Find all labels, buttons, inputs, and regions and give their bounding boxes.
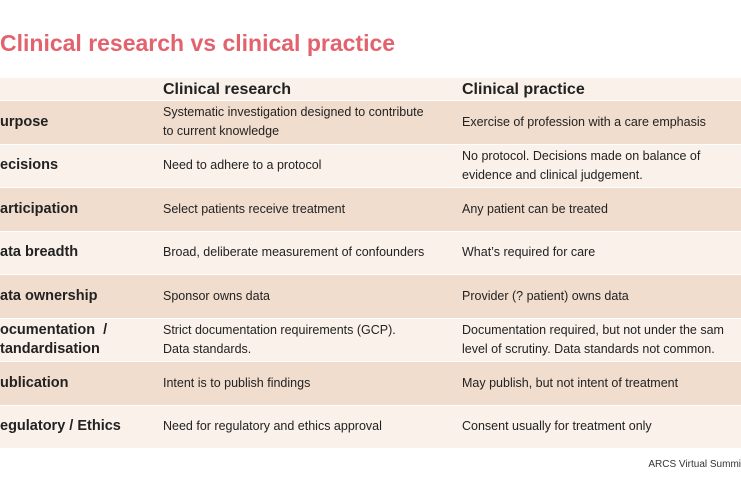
- cell-text: What’s required for care: [462, 245, 596, 260]
- cell-text: Broad, deliberate measurement of confoun…: [163, 245, 425, 260]
- row-label: ata breadth: [0, 244, 79, 261]
- row-label: ublication: [0, 374, 69, 391]
- table-row: ata ownership Sponsor owns data Provider (…: [0, 274, 741, 318]
- cell-text: No protocol. Decisions made on balance o…: [462, 148, 701, 182]
- row-label: articipation: [0, 200, 79, 217]
- cell-text: Documentation required, but not under th…: [462, 322, 724, 356]
- cell-text: Need for regulatory and ethics approval: [163, 419, 382, 434]
- table-row: ocumentation / tandardisation Strict docu…: [0, 317, 741, 361]
- column-header: Clinical practice: [462, 81, 585, 98]
- cell-text: Sponsor owns data: [163, 288, 271, 303]
- column-header: Clinical research: [163, 81, 292, 98]
- row-label: ocumentation / tandardisation: [0, 321, 108, 357]
- cell-text: Systematic investigation designed to con…: [163, 105, 424, 139]
- cell-text: Any patient can be treated: [462, 201, 608, 216]
- row-label: egulatory / Ethics: [0, 418, 121, 435]
- table-row: ata breadth Broad, deliberate measurement…: [0, 230, 741, 274]
- cell-text: Provider (? patient) owns data: [462, 288, 629, 303]
- table-row: ecisions Need to adhere to a protocol No p…: [0, 143, 741, 187]
- cell-text: Exercise of profession with a care empha…: [462, 114, 706, 129]
- table-row: articipation Select patients receive trea…: [0, 187, 741, 231]
- cell-text: May publish, but not intent of treatment: [462, 375, 679, 390]
- cell-text: Need to adhere to a protocol: [163, 158, 322, 173]
- slide-title: Clinical research vs clinical practice: [0, 30, 396, 56]
- cell-text: Consent usually for treatment only: [462, 419, 652, 434]
- row-label: ecisions: [0, 157, 59, 174]
- row-label: urpose: [0, 113, 49, 130]
- header-row: Clinical research Clinical practice: [0, 78, 741, 100]
- table-row: urpose Systematic investigation designed …: [0, 100, 741, 144]
- cell-text: Intent is to publish findings: [163, 375, 311, 390]
- table-row: egulatory / Ethics Need for regulatory an…: [0, 404, 741, 448]
- cell-text: Select patients receive treatment: [163, 201, 346, 216]
- footer: ARCS Virtual Summi: [648, 459, 741, 470]
- row-label: ata ownership: [0, 287, 98, 304]
- table-row: ublication Intent is to publish findings M…: [0, 361, 741, 405]
- cell-text: Strict documentation requirements (GCP).…: [163, 322, 396, 356]
